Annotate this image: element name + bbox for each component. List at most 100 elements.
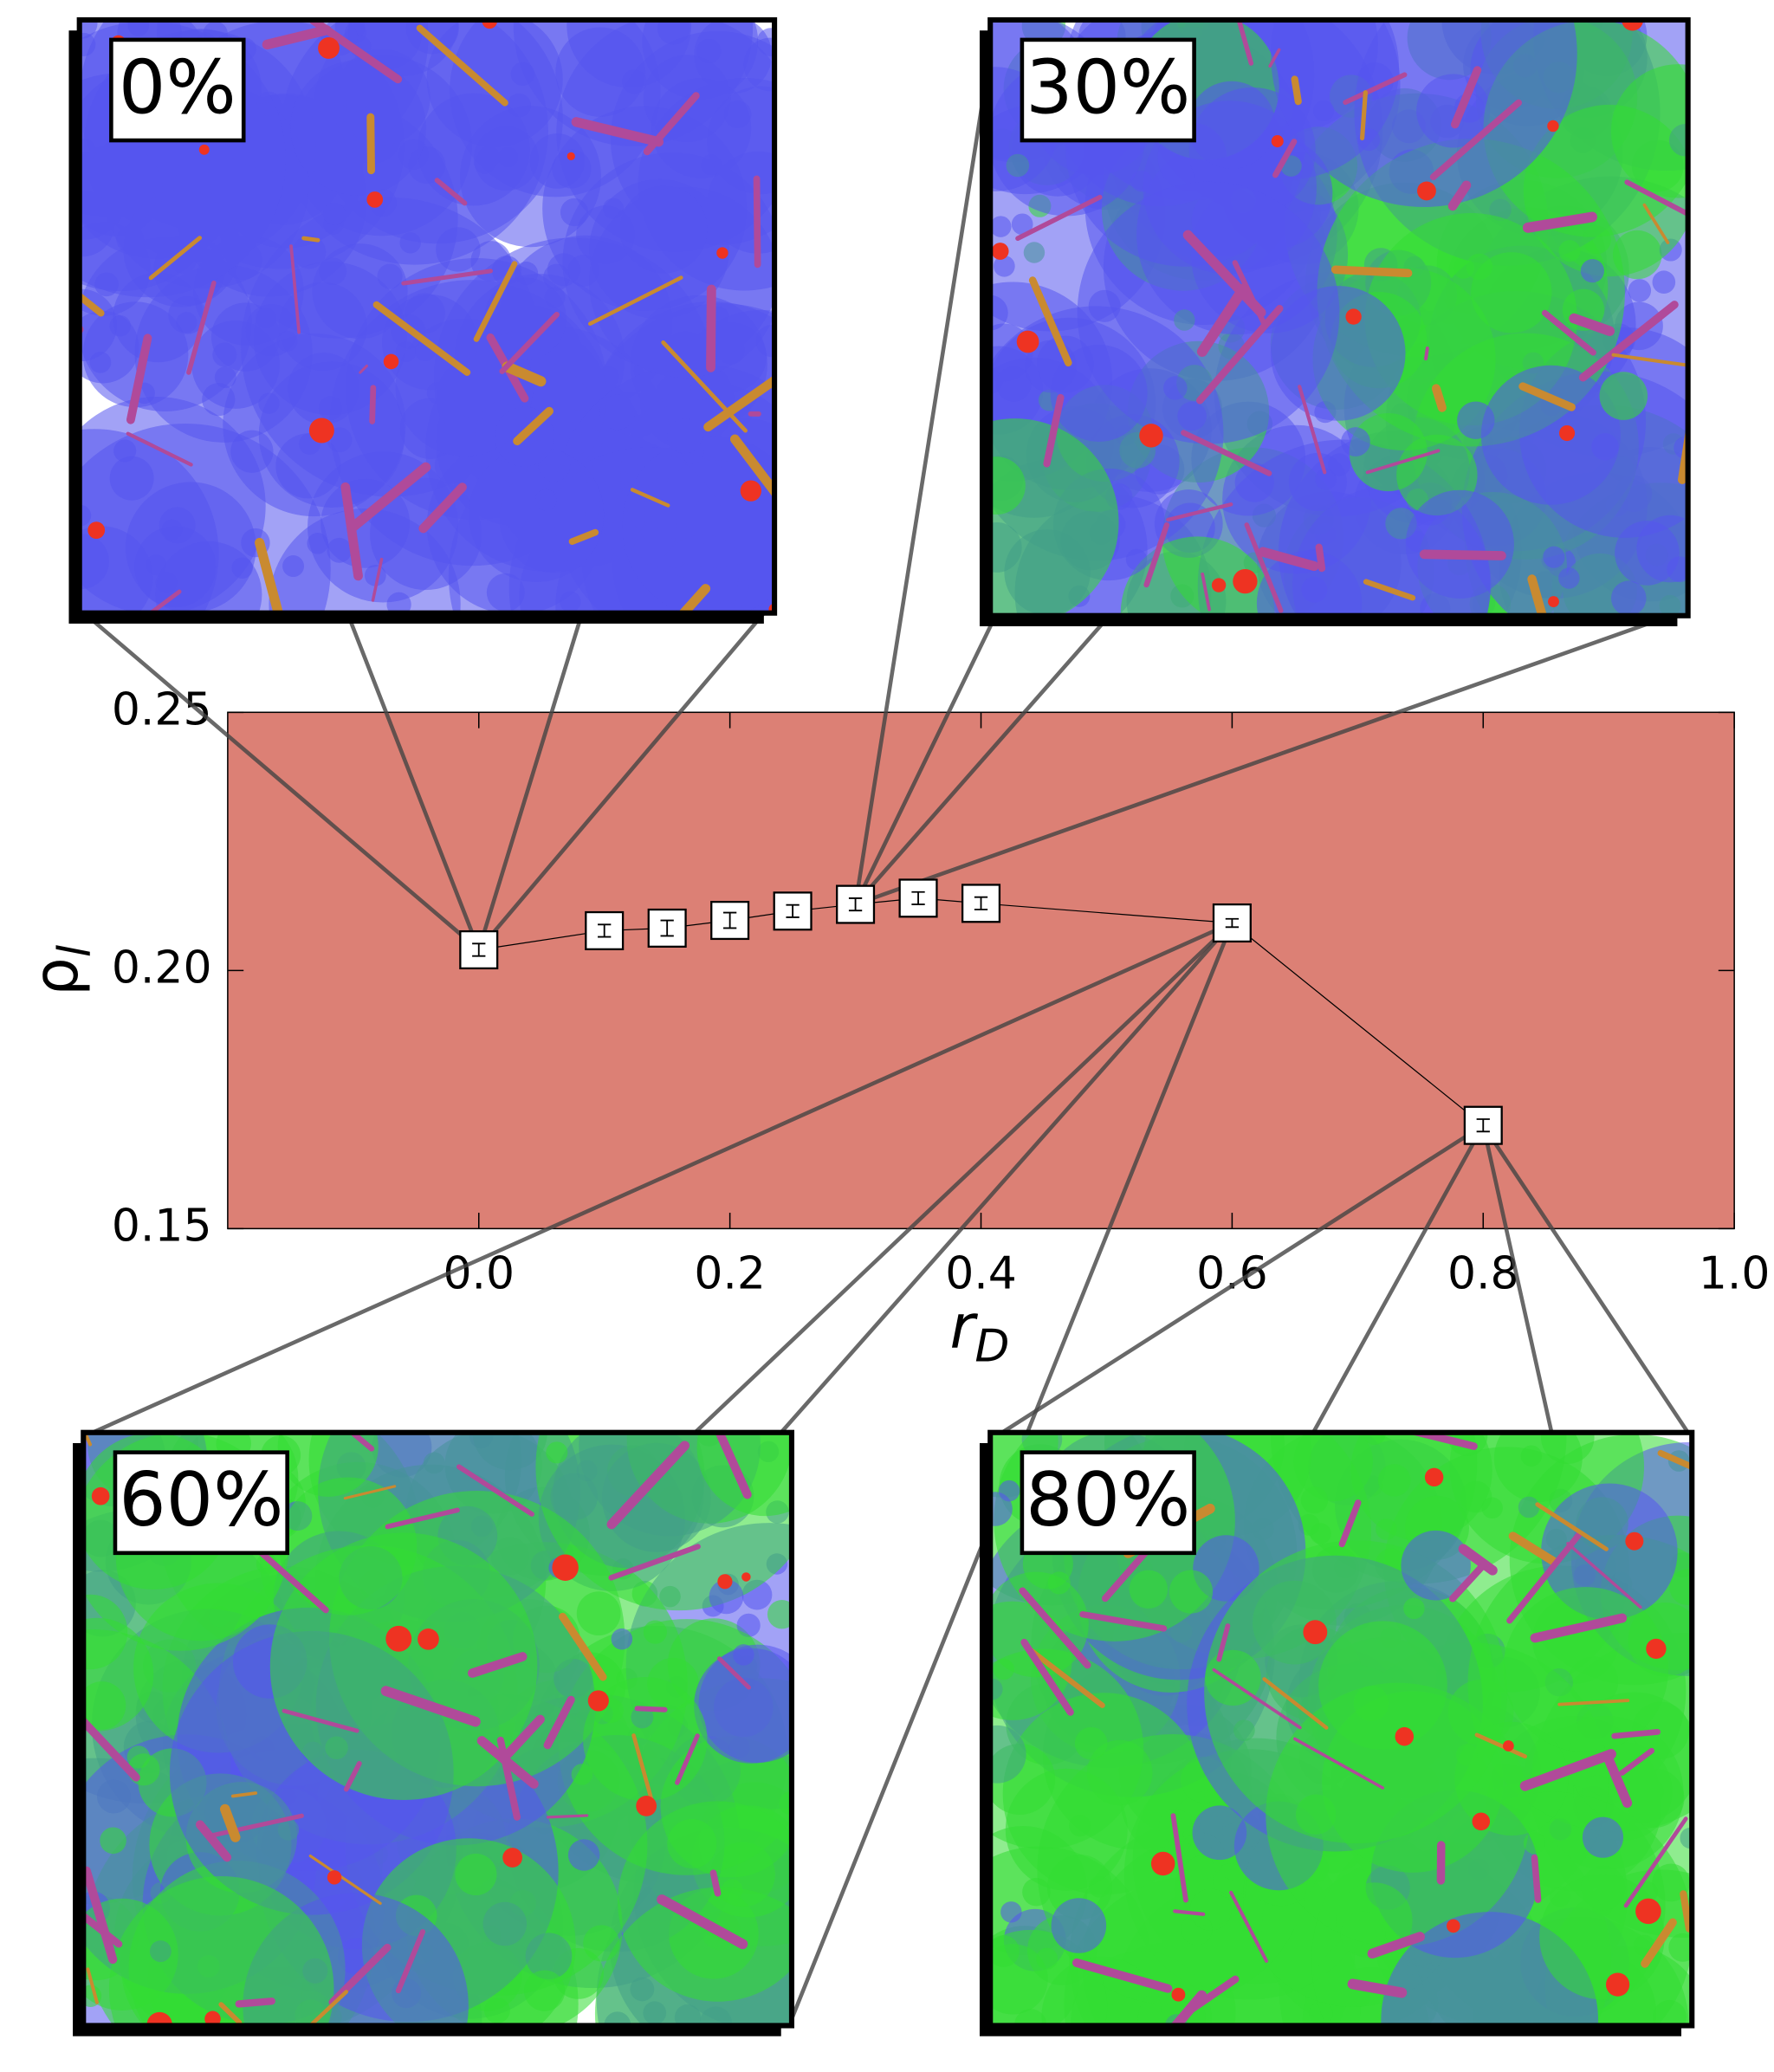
sphere (1628, 279, 1652, 302)
sphere (555, 27, 645, 117)
bond (1020, 1638, 1074, 1716)
bond (1424, 346, 1429, 360)
bond (543, 1695, 575, 1750)
atom (327, 1870, 342, 1885)
sphere (484, 277, 567, 360)
atom (87, 521, 106, 539)
bond (395, 1929, 426, 1994)
bond (1216, 1623, 1231, 1662)
sphere (1363, 1432, 1386, 1445)
bond (83, 1866, 118, 1965)
connector-line (853, 614, 1111, 906)
atom (1211, 578, 1227, 592)
sphere (468, 446, 605, 582)
atom (716, 247, 728, 259)
sphere (1503, 1587, 1669, 1752)
error-bar (848, 897, 863, 912)
x-tick-label: 0.2 (694, 1247, 766, 1299)
bond (366, 113, 375, 175)
atom (1303, 1620, 1328, 1645)
bond (631, 1733, 655, 1804)
bond (1458, 1544, 1498, 1576)
inset-border (987, 1429, 1695, 2029)
atom (1233, 568, 1258, 594)
sphere (1189, 1888, 1232, 1931)
sphere (1271, 19, 1577, 207)
bond (1531, 1854, 1542, 1903)
atom (1139, 424, 1163, 448)
bond (418, 482, 467, 534)
error-bar (974, 896, 988, 910)
inset-border (81, 1429, 795, 2029)
bond (709, 1869, 722, 1897)
y-axis-label: ρl (20, 944, 101, 996)
bond (1232, 260, 1267, 327)
sphere (643, 55, 731, 143)
sphere (571, 1764, 593, 1785)
atom (1395, 1726, 1415, 1746)
bond (195, 1820, 232, 1862)
inset-label: 0% (119, 45, 236, 131)
bond (715, 1432, 752, 1499)
bond (657, 1894, 748, 1950)
sphere (583, 1925, 620, 1962)
atom (1558, 424, 1576, 442)
connector-line (853, 52, 993, 905)
y-tick-label: 0.20 (112, 942, 212, 994)
bond (1347, 1978, 1408, 1998)
connector-line (854, 613, 1672, 907)
y-tick-label: 0.15 (112, 1200, 212, 1252)
sphere (990, 1492, 1013, 1526)
bond (1450, 66, 1482, 129)
atom (567, 152, 575, 161)
atom (1547, 120, 1559, 133)
x-tick-label: 1.0 (1699, 1247, 1771, 1299)
connector-line (1311, 1124, 1486, 1434)
bond (126, 431, 193, 467)
connector-line (476, 611, 585, 951)
atom (1472, 1812, 1491, 1831)
bond (703, 374, 775, 432)
bond (1527, 574, 1547, 616)
atom (741, 1572, 751, 1582)
sphere (1327, 453, 1351, 476)
atom (1424, 1467, 1444, 1487)
bond (1015, 194, 1103, 241)
bond (83, 1715, 140, 1782)
bond (1079, 1611, 1168, 1632)
bond (282, 1708, 359, 1733)
bond (301, 236, 320, 243)
x-axis-label-main: r (950, 1292, 979, 1363)
inset-label-box (1020, 37, 1196, 143)
bond (1182, 230, 1266, 318)
bond (1072, 1958, 1173, 1993)
error-bar (1225, 917, 1240, 929)
bond (340, 482, 363, 581)
bond (308, 1854, 382, 1905)
sphere (546, 1441, 568, 1464)
sphere (611, 1628, 633, 1650)
bond (348, 462, 431, 532)
error-bar (660, 919, 674, 937)
sphere (990, 1571, 1089, 1678)
sphere (1011, 213, 1033, 236)
sphere (1341, 427, 1370, 456)
inset-label-box (1020, 1450, 1196, 1556)
sphere (290, 60, 426, 196)
error-bar (911, 890, 925, 905)
sphere (667, 418, 702, 454)
inset-border (76, 16, 778, 616)
sphere (1129, 1570, 1169, 1609)
bond (1201, 572, 1211, 612)
bond (83, 1432, 93, 1447)
connector-line (780, 921, 1234, 1434)
bond (434, 178, 468, 206)
inset-label: 30% (1026, 45, 1190, 131)
bond (230, 1791, 258, 1798)
sphere (470, 241, 512, 282)
atom (1447, 1919, 1460, 1933)
inset-image (83, 1432, 792, 2026)
bond (496, 1736, 521, 1821)
x-tick-label: 0.8 (1447, 1247, 1519, 1299)
